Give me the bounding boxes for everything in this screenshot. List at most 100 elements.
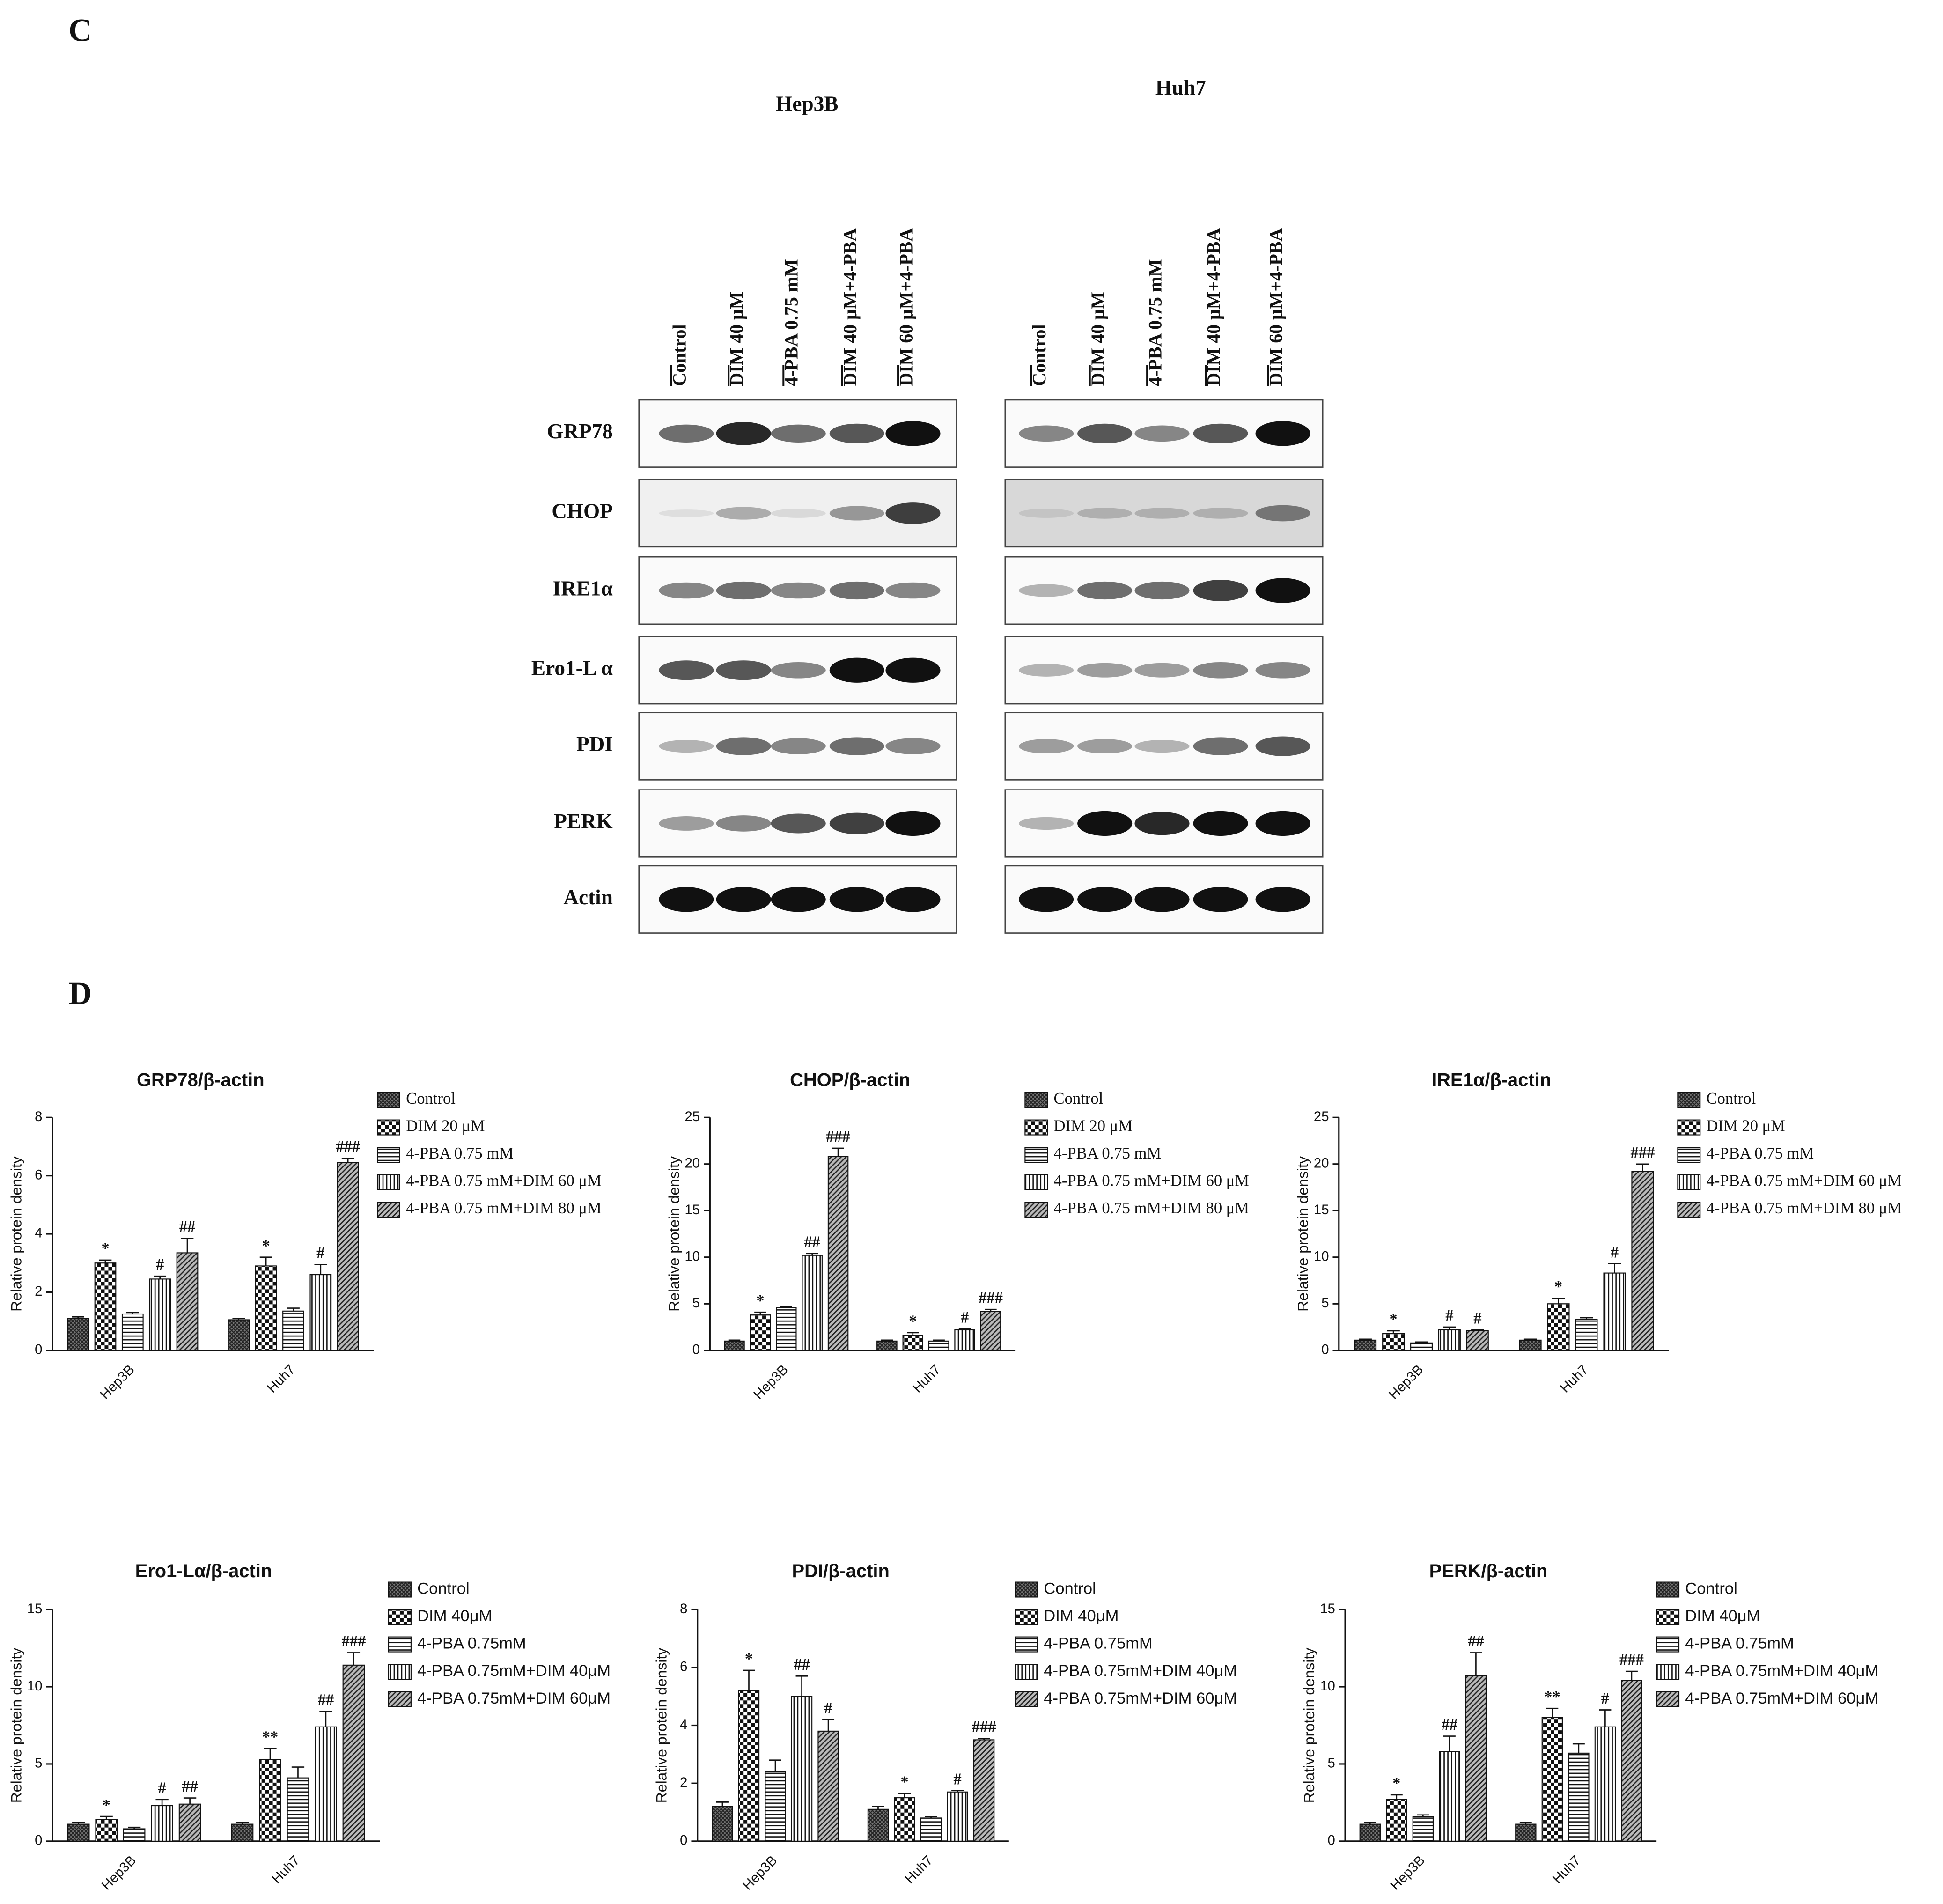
panel-label: D bbox=[68, 975, 92, 1011]
bar bbox=[1438, 1329, 1461, 1351]
error-bar bbox=[287, 1307, 300, 1311]
legend-swatch bbox=[1024, 1202, 1048, 1218]
blot-band bbox=[1019, 664, 1074, 677]
x-tick-label: Huh7 bbox=[265, 1362, 298, 1396]
legend-label: Control bbox=[406, 1090, 456, 1107]
y-axis-label: Relative protein density bbox=[8, 1156, 25, 1312]
y-tick-label: 5 bbox=[1328, 1756, 1335, 1771]
legend-swatch bbox=[1015, 1609, 1038, 1625]
blot-band bbox=[1134, 508, 1190, 519]
error-bar bbox=[716, 1801, 729, 1807]
y-tick-label: 8 bbox=[35, 1109, 42, 1124]
error-bar bbox=[100, 1815, 113, 1820]
lane-label: DIM 60 μM+4-PBA bbox=[1266, 228, 1287, 386]
error-bar bbox=[832, 1147, 844, 1157]
y-tick-label: 15 bbox=[1314, 1203, 1329, 1218]
error-bar bbox=[769, 1759, 781, 1772]
y-tick-label: 5 bbox=[35, 1756, 42, 1771]
x-tick-label: Hep3B bbox=[1388, 1853, 1428, 1893]
significance-label: ## bbox=[1468, 1632, 1484, 1650]
legend-swatch bbox=[1024, 1147, 1048, 1163]
blot-band bbox=[716, 737, 771, 755]
blot-band bbox=[659, 660, 714, 680]
y-tick-label: 0 bbox=[1328, 1833, 1335, 1848]
bar bbox=[259, 1758, 281, 1842]
bar bbox=[867, 1808, 889, 1842]
x-tick-label: Huh7 bbox=[910, 1362, 944, 1396]
error-bar bbox=[72, 1316, 85, 1319]
error-bar bbox=[319, 1711, 332, 1727]
bar bbox=[827, 1156, 849, 1351]
blot-band bbox=[1134, 887, 1190, 912]
significance-label: * bbox=[745, 1650, 753, 1668]
error-bar bbox=[1636, 1163, 1649, 1172]
blot-band bbox=[1255, 736, 1310, 756]
y-tick-label: 8 bbox=[680, 1601, 687, 1616]
y-axis-label: Relative protein density bbox=[665, 1156, 682, 1312]
error-bar bbox=[795, 1675, 808, 1697]
blot-band bbox=[1193, 580, 1248, 601]
bar bbox=[876, 1340, 898, 1351]
blot-band bbox=[1077, 663, 1133, 678]
blot-band bbox=[1193, 423, 1248, 443]
blot-band bbox=[1077, 423, 1133, 443]
legend-swatch bbox=[376, 1147, 401, 1163]
legend-swatch bbox=[376, 1119, 401, 1136]
blot-band bbox=[1193, 737, 1248, 755]
bar bbox=[738, 1690, 760, 1842]
bar bbox=[712, 1806, 733, 1842]
error-bar bbox=[127, 1826, 141, 1829]
blot-band bbox=[1255, 421, 1310, 446]
error-bar bbox=[1546, 1707, 1559, 1718]
bar bbox=[1359, 1823, 1381, 1842]
blot-band bbox=[771, 582, 826, 599]
blot-band bbox=[716, 581, 771, 600]
bar bbox=[121, 1313, 144, 1351]
protein-label: PERK bbox=[554, 810, 613, 833]
legend-swatch bbox=[388, 1581, 412, 1598]
bar bbox=[1410, 1342, 1433, 1351]
legend-label: 4-PBA 0.75 mM+DIM 80 μM bbox=[406, 1199, 601, 1217]
lane-label: DIM 40 μM+4-PBA bbox=[839, 228, 861, 386]
bar bbox=[1354, 1339, 1377, 1351]
chart-title: PERK/β-actin bbox=[1429, 1561, 1548, 1581]
bar bbox=[902, 1335, 924, 1351]
x-tick-label: Huh7 bbox=[1550, 1853, 1583, 1887]
bar bbox=[151, 1805, 173, 1842]
blot-band bbox=[1134, 581, 1190, 600]
error-bar bbox=[99, 1259, 112, 1263]
blot-band bbox=[1255, 887, 1310, 912]
y-tick-label: 15 bbox=[1320, 1601, 1335, 1616]
blot-band bbox=[771, 887, 826, 912]
chart-title: IRE1α/β-actin bbox=[1432, 1070, 1551, 1091]
bar bbox=[1515, 1823, 1537, 1842]
x-tick-label: Hep3B bbox=[97, 1362, 138, 1402]
bar bbox=[1603, 1272, 1626, 1351]
x-tick-label: Hep3B bbox=[740, 1853, 780, 1893]
bar bbox=[894, 1797, 915, 1842]
legend-label: 4-PBA 0.75mM+DIM 40μM bbox=[1044, 1662, 1237, 1680]
x-tick-label: Hep3B bbox=[1386, 1362, 1427, 1402]
bar bbox=[1412, 1816, 1434, 1842]
y-tick-label: 5 bbox=[692, 1296, 700, 1311]
legend-label: 4-PBA 0.75mM+DIM 40μM bbox=[1685, 1662, 1878, 1680]
blot-band bbox=[659, 582, 714, 599]
cell-line-label: Hep3B bbox=[776, 92, 838, 116]
significance-label: ### bbox=[336, 1138, 360, 1156]
error-bar bbox=[951, 1790, 964, 1792]
y-tick-label: 0 bbox=[680, 1833, 687, 1848]
bar bbox=[1465, 1675, 1487, 1842]
significance-label: # bbox=[1611, 1243, 1619, 1261]
legend-swatch bbox=[1015, 1636, 1038, 1653]
error-bar bbox=[1625, 1670, 1638, 1681]
blot-band bbox=[885, 421, 941, 446]
error-bar bbox=[1470, 1652, 1482, 1676]
error-bar bbox=[1364, 1822, 1376, 1824]
error-bar bbox=[126, 1312, 139, 1314]
bar bbox=[309, 1274, 332, 1351]
error-bar bbox=[314, 1263, 327, 1275]
bar bbox=[176, 1252, 199, 1351]
blot-band bbox=[829, 657, 884, 683]
error-bar bbox=[1471, 1329, 1484, 1331]
